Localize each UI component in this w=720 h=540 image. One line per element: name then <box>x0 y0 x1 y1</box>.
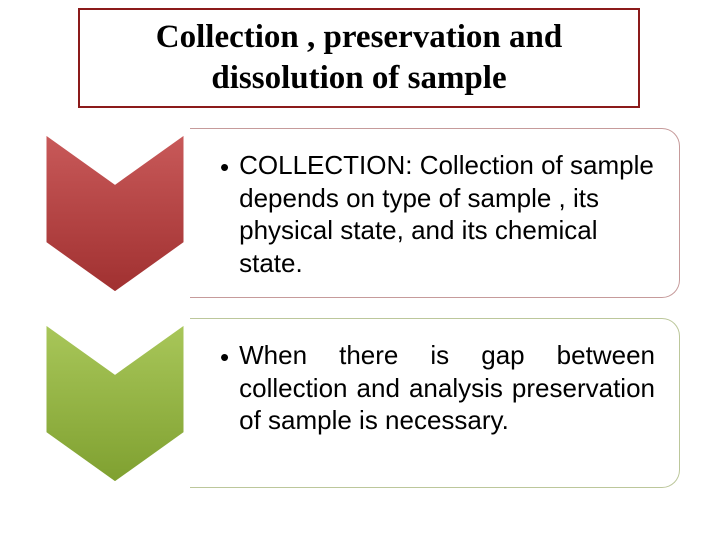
content-block-2: • When there is gap between collection a… <box>40 318 680 488</box>
chevron-icon <box>40 128 190 298</box>
content-block-1: • COLLECTION: Collection of sample depen… <box>40 128 680 298</box>
body-text-1: COLLECTION: Collection of sample depends… <box>239 149 655 279</box>
text-card-2: • When there is gap between collection a… <box>190 318 680 488</box>
title-box: Collection , preservation and dissolutio… <box>78 8 640 108</box>
bullet-icon: • <box>220 341 229 374</box>
text-card-1: • COLLECTION: Collection of sample depen… <box>190 128 680 298</box>
chevron-icon <box>40 318 190 488</box>
bullet-icon: • <box>220 151 229 184</box>
bullet-row: • When there is gap between collection a… <box>220 339 655 437</box>
page-title: Collection , preservation and dissolutio… <box>92 17 626 100</box>
bullet-row: • COLLECTION: Collection of sample depen… <box>220 149 655 279</box>
body-text-2: When there is gap between collection and… <box>239 339 655 437</box>
